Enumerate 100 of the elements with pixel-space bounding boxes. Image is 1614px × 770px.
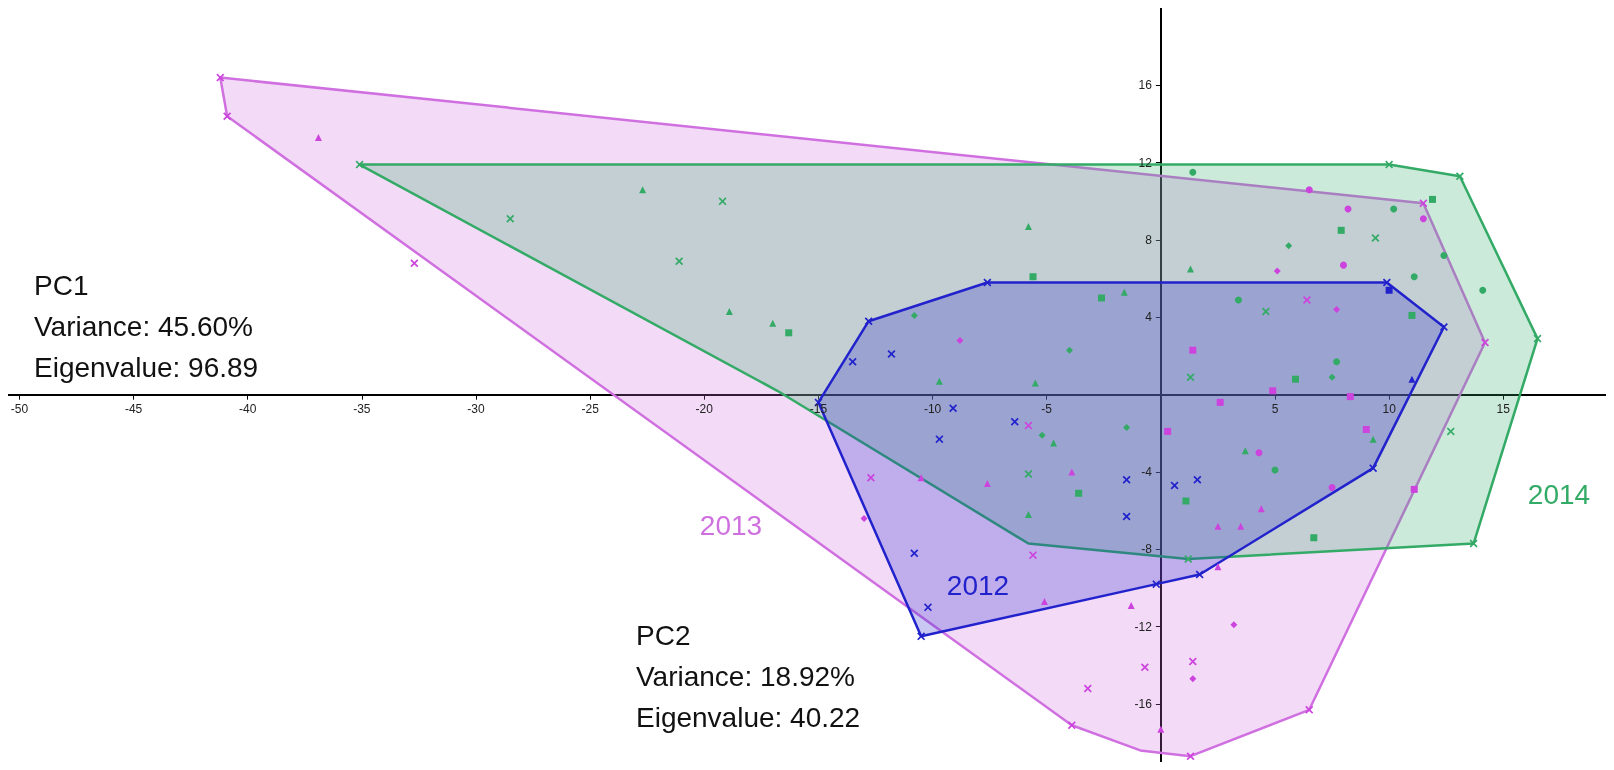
series-label: 2013 <box>699 509 763 541</box>
point <box>1255 449 1263 457</box>
x-tick-label: -30 <box>467 401 485 416</box>
y-tick-label: -16 <box>1134 697 1153 711</box>
series-label: 2012 <box>946 569 1010 601</box>
point <box>1385 286 1393 294</box>
point <box>1157 725 1165 733</box>
point <box>1302 295 1311 304</box>
point <box>1346 393 1354 401</box>
x-tick-label: -20 <box>695 401 714 416</box>
x-tick-label: -25 <box>581 401 600 416</box>
point <box>1187 265 1195 273</box>
point <box>1075 489 1083 497</box>
point <box>1446 427 1455 436</box>
point <box>1234 296 1242 304</box>
point <box>1068 468 1076 476</box>
point <box>1369 435 1377 443</box>
point <box>639 186 647 194</box>
point <box>1050 439 1058 447</box>
point <box>1533 334 1542 343</box>
point <box>1182 497 1190 505</box>
x-tick-label: -45 <box>124 401 143 416</box>
point <box>1333 358 1341 366</box>
y-tick-label: 4 <box>1145 310 1153 325</box>
point <box>866 473 875 482</box>
point <box>949 404 958 413</box>
point <box>785 329 793 337</box>
x-tick-label: 15 <box>1496 401 1511 416</box>
point <box>1362 425 1370 433</box>
point <box>1369 464 1378 473</box>
point <box>1214 522 1222 530</box>
point <box>910 549 919 558</box>
point <box>1216 398 1224 406</box>
point <box>769 319 777 327</box>
point <box>1439 323 1448 331</box>
point <box>1097 294 1105 302</box>
point <box>1285 242 1293 250</box>
point <box>848 357 857 366</box>
point <box>935 377 943 385</box>
point <box>1440 251 1448 259</box>
annotation: PC2 Variance: 18.92% Eigenvalue: 40.22 <box>636 620 861 733</box>
point <box>1170 481 1179 490</box>
point <box>725 308 733 316</box>
point <box>860 514 868 522</box>
point <box>314 134 322 142</box>
point <box>1339 261 1347 269</box>
point <box>1189 168 1197 176</box>
point <box>1419 215 1427 223</box>
point <box>1152 580 1161 589</box>
x-tick-label: 10 <box>1382 401 1397 416</box>
point <box>1479 286 1487 294</box>
y-tick-label: -12 <box>1134 619 1153 634</box>
point <box>1408 311 1416 319</box>
point <box>1164 427 1172 435</box>
point <box>1310 534 1318 542</box>
point <box>1419 199 1428 208</box>
x-tick-label: -10 <box>923 401 942 416</box>
x-tick-label: -40 <box>239 401 257 416</box>
point <box>1120 288 1128 296</box>
y-tick-label: -8 <box>1141 542 1153 557</box>
point <box>675 257 684 266</box>
point <box>1214 563 1222 571</box>
point <box>1140 663 1149 672</box>
point <box>1237 522 1245 530</box>
point <box>1429 195 1436 203</box>
point <box>1024 421 1033 430</box>
point <box>1328 373 1336 381</box>
point <box>718 197 727 206</box>
point <box>1269 387 1277 395</box>
point <box>1408 375 1416 383</box>
point <box>1024 511 1032 519</box>
point <box>506 214 515 223</box>
point <box>410 259 419 268</box>
point <box>1122 512 1131 521</box>
point <box>1010 417 1019 426</box>
point <box>1305 186 1313 194</box>
x-tick-label: -35 <box>353 401 371 416</box>
y-tick-label: 8 <box>1145 233 1153 247</box>
point <box>1410 273 1418 281</box>
point <box>917 632 926 641</box>
point <box>1333 306 1341 314</box>
point <box>1193 475 1202 484</box>
point <box>1410 485 1418 493</box>
annotation: PC1 Variance: 45.60% Eigenvalue: 96.89 <box>34 270 259 383</box>
point <box>1455 172 1464 181</box>
point <box>1066 346 1074 354</box>
point <box>216 73 225 82</box>
point <box>1195 570 1204 579</box>
point <box>1024 222 1032 230</box>
point <box>1328 483 1336 491</box>
y-tick-label: 16 <box>1138 78 1153 93</box>
point <box>1122 475 1131 484</box>
point <box>1390 205 1398 213</box>
x-tick-label: 5 <box>1271 401 1279 416</box>
series-label: 2014 <box>1527 478 1591 510</box>
x-tick-label: -5 <box>1041 401 1053 416</box>
x-tick-label: -50 <box>10 401 29 416</box>
point <box>1305 705 1314 714</box>
point <box>1189 675 1197 683</box>
point <box>1031 379 1039 387</box>
